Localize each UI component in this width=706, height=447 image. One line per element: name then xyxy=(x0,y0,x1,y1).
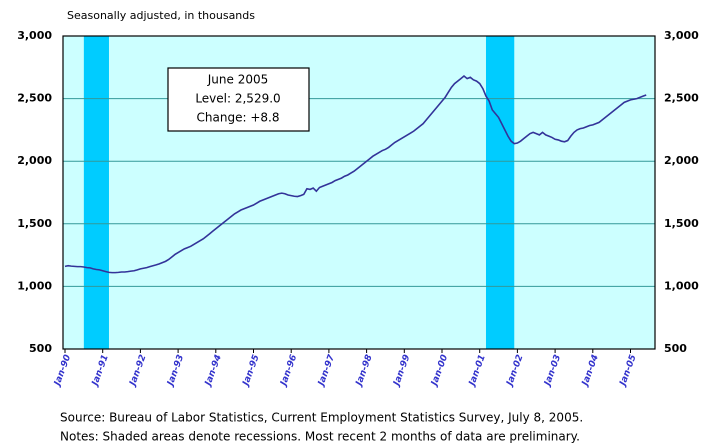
x-tick-label: Jan-95 xyxy=(241,353,262,388)
x-tick-label: Jan-90 xyxy=(52,353,73,388)
annotation-line: Change: +8.8 xyxy=(197,111,280,125)
y-tick-label: 2,500 xyxy=(17,92,52,105)
plot-border xyxy=(62,35,656,350)
recession-band xyxy=(485,36,515,349)
x-tick-label: Jan-03 xyxy=(542,353,563,388)
y2-tick-label: 2,000 xyxy=(664,154,699,167)
x-tick-label: Jan-91 xyxy=(90,353,111,388)
y2-tick-label: 2,500 xyxy=(664,92,699,105)
x-tick-label: Jan-98 xyxy=(354,353,375,388)
plot-area xyxy=(63,36,655,349)
y-tick-label: 500 xyxy=(29,342,52,355)
source: Source: Bureau of Labor Statistics, Curr… xyxy=(60,411,583,425)
x-tick-label: Jan-94 xyxy=(203,353,224,388)
x-tick-label: Jan-00 xyxy=(429,353,450,388)
y2-tick-label: 3,000 xyxy=(664,29,699,42)
annotation-box xyxy=(167,67,310,132)
y2-tick-label: 1,000 xyxy=(664,279,699,292)
notes: Notes: Shaded areas denote recessions. M… xyxy=(60,430,580,444)
x-tick-label: Jan-02 xyxy=(505,353,526,388)
y-tick-label: 2,000 xyxy=(17,154,52,167)
chart-layer: 500 1,000 1,500 2,000 2,500 3,000 500 1,000 1,50… xyxy=(17,29,699,389)
y-tick-label: 3,000 xyxy=(17,29,52,42)
x-tick-label: Jan-99 xyxy=(391,353,412,388)
y2-tick-label: 1,500 xyxy=(664,217,699,230)
subtitle: Seasonally adjusted, in thousands xyxy=(67,9,255,22)
x-tick-label: Jan-05 xyxy=(618,353,639,388)
x-tick-label: Jan-92 xyxy=(128,353,149,388)
y2-tick-label: 500 xyxy=(664,342,687,355)
y-tick-label: 1,000 xyxy=(17,279,52,292)
annotation-line: Level: 2,529.0 xyxy=(195,92,280,106)
y-tick-label: 1,500 xyxy=(17,217,52,230)
data-line xyxy=(64,75,647,274)
recession-band xyxy=(83,36,109,349)
x-tick-label: Jan-93 xyxy=(165,353,186,388)
annotation-line: June 2005 xyxy=(207,73,269,87)
x-tick-label: Jan-04 xyxy=(580,353,601,388)
x-tick-label: Jan-01 xyxy=(467,353,488,388)
x-tick-label: Jan-96 xyxy=(278,353,299,388)
x-tick-label: Jan-97 xyxy=(316,353,337,389)
